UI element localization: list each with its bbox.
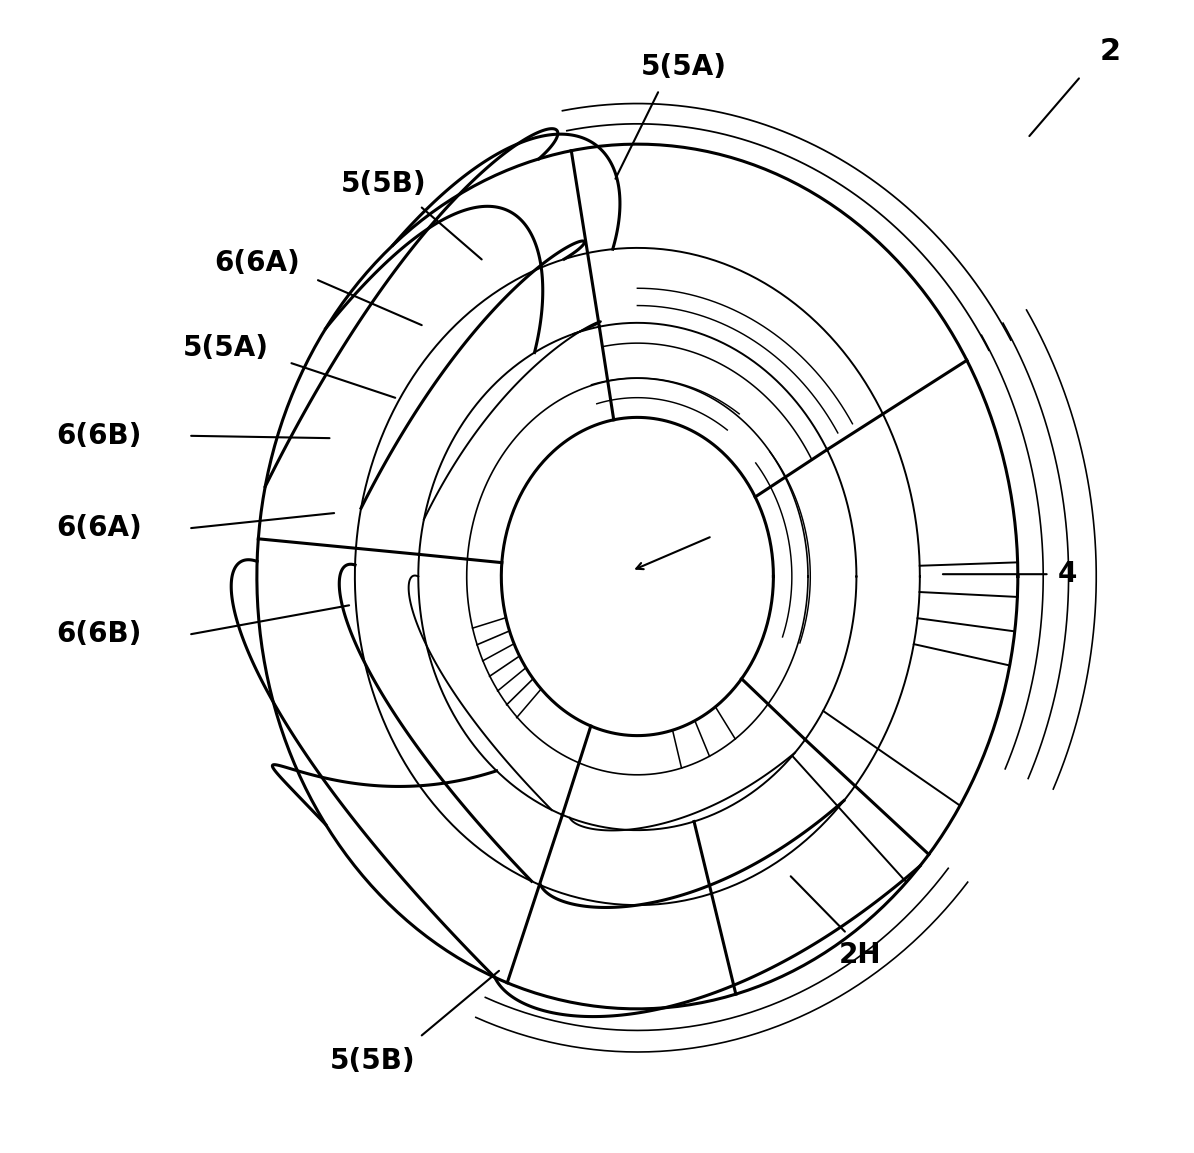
Text: 6(6A): 6(6A)	[56, 514, 142, 542]
Text: 6(6B): 6(6B)	[56, 620, 142, 648]
Text: 2H: 2H	[838, 941, 881, 969]
Text: 5(5B): 5(5B)	[330, 1047, 416, 1075]
Text: 6(6B): 6(6B)	[56, 422, 142, 450]
Text: 5(5A): 5(5A)	[183, 334, 269, 362]
Text: 4: 4	[1058, 560, 1077, 588]
Text: 6(6A): 6(6A)	[214, 249, 300, 277]
Text: 5(5A): 5(5A)	[640, 53, 726, 81]
Text: 2: 2	[1100, 37, 1121, 67]
Text: 5(5B): 5(5B)	[340, 171, 426, 198]
